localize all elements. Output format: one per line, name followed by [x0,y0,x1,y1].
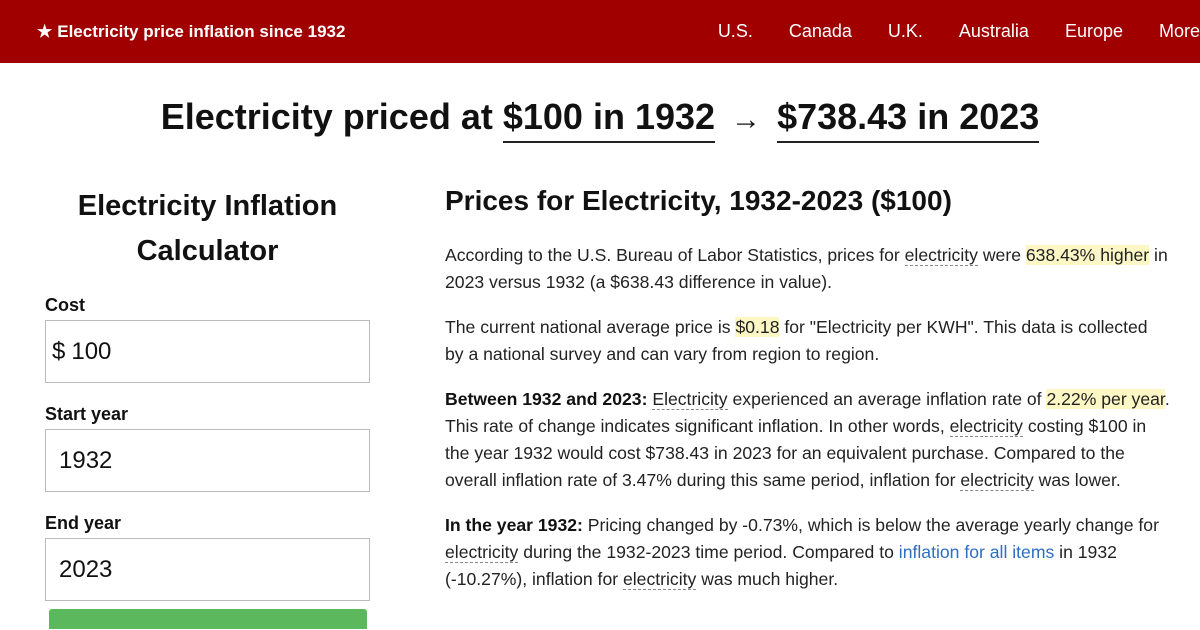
page-headline: Electricity priced at $100 in 1932 → $73… [0,96,1200,156]
brand-link[interactable]: ★ Electricity price inflation since 1932 [37,22,345,42]
start-year-value: 1932 [59,446,113,474]
currency-symbol: $ [52,337,66,365]
cost-input[interactable]: $ 100 [45,320,370,383]
region-nav: U.S. Canada U.K. Australia Europe More [718,0,1200,63]
end-year-input[interactable]: 2023 [45,538,370,601]
end-year-value: 2023 [59,555,113,583]
cost-value: 100 [71,337,112,365]
paragraph-summary: According to the U.S. Bureau of Labor St… [445,242,1170,296]
text: during the 1932-2023 time period. Compar… [518,542,899,562]
right-arrow-icon: → [731,103,762,136]
start-year-label: Start year [45,404,129,424]
text: were [977,245,1026,265]
article: Prices for Electricity, 1932-2023 ($100)… [445,184,1170,629]
highlight-rate: 2.22% per year [1046,389,1165,409]
link-inflation-all-items[interactable]: inflation for all items [898,542,1055,562]
text: . This rate of change indicates signific… [445,389,1170,436]
article-title: Prices for Electricity, 1932-2023 ($100) [445,185,952,216]
lead-between-years: Between 1932 and 2023: [445,389,648,409]
paragraph-average-price: The current national average price is $0… [445,314,1170,368]
highlight-price: $0.18 [735,317,780,337]
term-electricity[interactable]: electricity [960,470,1034,491]
headline-prefix: Electricity priced at [160,96,493,137]
text: in 2023 versus 1932 (a $638.43 differenc… [445,245,1168,292]
headline-end-value: $738.43 in 2023 [777,99,1040,143]
top-navbar: ★ Electricity price inflation since 1932… [0,0,1200,63]
text: Pricing changed by -0.73%, which is belo… [582,515,1159,535]
cost-label: Cost [45,295,85,315]
headline-start-value: $100 in 1932 [502,99,716,143]
term-electricity[interactable]: electricity [445,542,519,563]
term-electricity[interactable]: electricity [622,569,697,590]
nav-canada[interactable]: Canada [788,21,852,41]
star-icon: ★ [37,21,53,41]
paragraph-year-1932: In the year 1932: Pricing changed by -0.… [445,512,1170,593]
term-electricity[interactable]: electricity [904,245,978,266]
nav-us[interactable]: U.S. [717,21,753,41]
nav-europe[interactable]: Europe [1064,21,1123,41]
text: The current national average price is [445,317,736,337]
end-year-label: End year [45,513,122,533]
nav-uk[interactable]: U.K. [887,21,923,41]
calculate-button[interactable] [49,609,367,629]
lead-year-1932: In the year 1932: [445,515,583,535]
term-electricity[interactable]: electricity [949,416,1023,437]
text: in 1932 (-10.27%), inflation for [445,542,1117,589]
start-year-input[interactable]: 1932 [45,429,370,492]
text: experienced an average inflation rate of [727,389,1047,409]
text: costing $100 in the year 1932 would cost… [445,416,1147,490]
nav-more[interactable]: More [1158,21,1200,41]
calculator-title: Electricity Inflation Calculator [77,190,338,267]
paragraph-between-years: Between 1932 and 2023: Electricity exper… [445,386,1170,494]
term-electricity[interactable]: Electricity [652,389,728,410]
brand-text: Electricity price inflation since 1932 [57,21,346,41]
text: was lower. [1033,470,1121,490]
main-content: Electricity Inflation Calculator Cost $ … [0,184,1200,629]
text: was much higher. [696,569,839,589]
text: for "Electricity per KWH". This data is … [445,317,1148,364]
inflation-calculator: Electricity Inflation Calculator Cost $ … [45,184,370,629]
nav-australia[interactable]: Australia [958,21,1029,41]
text: According to the U.S. Bureau of Labor St… [445,245,905,265]
highlight-percent-higher: 638.43% higher [1025,245,1150,265]
